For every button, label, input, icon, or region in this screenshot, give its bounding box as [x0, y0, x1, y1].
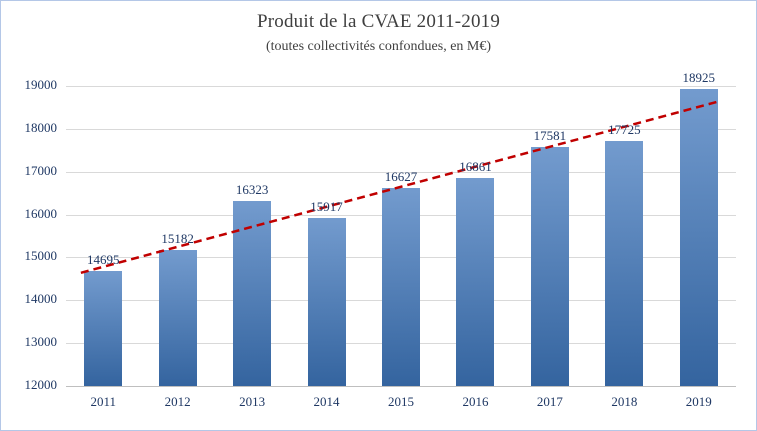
bar-2015 — [382, 187, 420, 386]
x-tick-label: 2018 — [611, 394, 638, 409]
bar-2013 — [233, 200, 272, 386]
y-tick-label: 18000 — [24, 119, 58, 135]
trendline-segment — [80, 99, 722, 275]
value-label: 16627 — [384, 168, 418, 184]
bar-2017 — [530, 146, 569, 386]
x-tick-label: 2019 — [685, 394, 712, 409]
y-tick-label: 14000 — [24, 291, 58, 307]
bar-2018 — [605, 140, 644, 386]
y-tick-label: 16000 — [24, 205, 58, 221]
x-axis: 2011 2012 2013 2014 2015 2016 2017 2018 2019 — [66, 394, 736, 412]
value-label: 16323 — [235, 181, 269, 197]
y-tick-label: 19000 — [24, 77, 58, 92]
y-tick-label: 15000 — [24, 248, 58, 264]
plot-area: 14695 15182 16323 15917 16627 16861 17581 17725… — [66, 70, 736, 387]
gridline — [66, 128, 736, 130]
y-tick-label: 13000 — [24, 334, 58, 350]
bar-2011 — [84, 270, 123, 386]
bar-2016 — [456, 177, 495, 386]
chart-subtitle: (toutes collectivités confondues, en M€) — [265, 39, 492, 54]
y-tick-label: 17000 — [24, 162, 58, 178]
x-tick-label: 2011 — [90, 394, 116, 409]
value-label: 15917 — [310, 199, 343, 215]
gridline — [66, 171, 736, 173]
x-tick-label: 2016 — [462, 394, 489, 409]
bar-2012 — [158, 249, 197, 386]
x-axis-line — [66, 386, 736, 387]
value-label: 16861 — [459, 158, 492, 174]
x-tick-label: 2014 — [313, 394, 340, 409]
value-label: 14695 — [86, 251, 120, 267]
value-label: 15182 — [161, 230, 194, 246]
value-label: 17581 — [533, 127, 567, 143]
bar-2019 — [679, 89, 718, 386]
chart-title: Produit de la CVAE 2011-2019 — [256, 11, 501, 32]
x-tick-label: 2013 — [239, 394, 266, 409]
value-label: 17725 — [608, 121, 641, 137]
x-tick-label: 2015 — [387, 394, 414, 409]
gridline — [66, 86, 736, 87]
y-axis: 12000 13000 14000 15000 16000 17000 18000 19000 — [1, 1, 61, 430]
y-tick-label: 12000 — [24, 377, 58, 392]
x-tick-label: 2017 — [536, 394, 563, 409]
x-tick-label: 2012 — [164, 394, 191, 409]
trendline — [80, 99, 722, 275]
value-label: 18925 — [682, 70, 716, 86]
bar-2014 — [307, 218, 346, 386]
